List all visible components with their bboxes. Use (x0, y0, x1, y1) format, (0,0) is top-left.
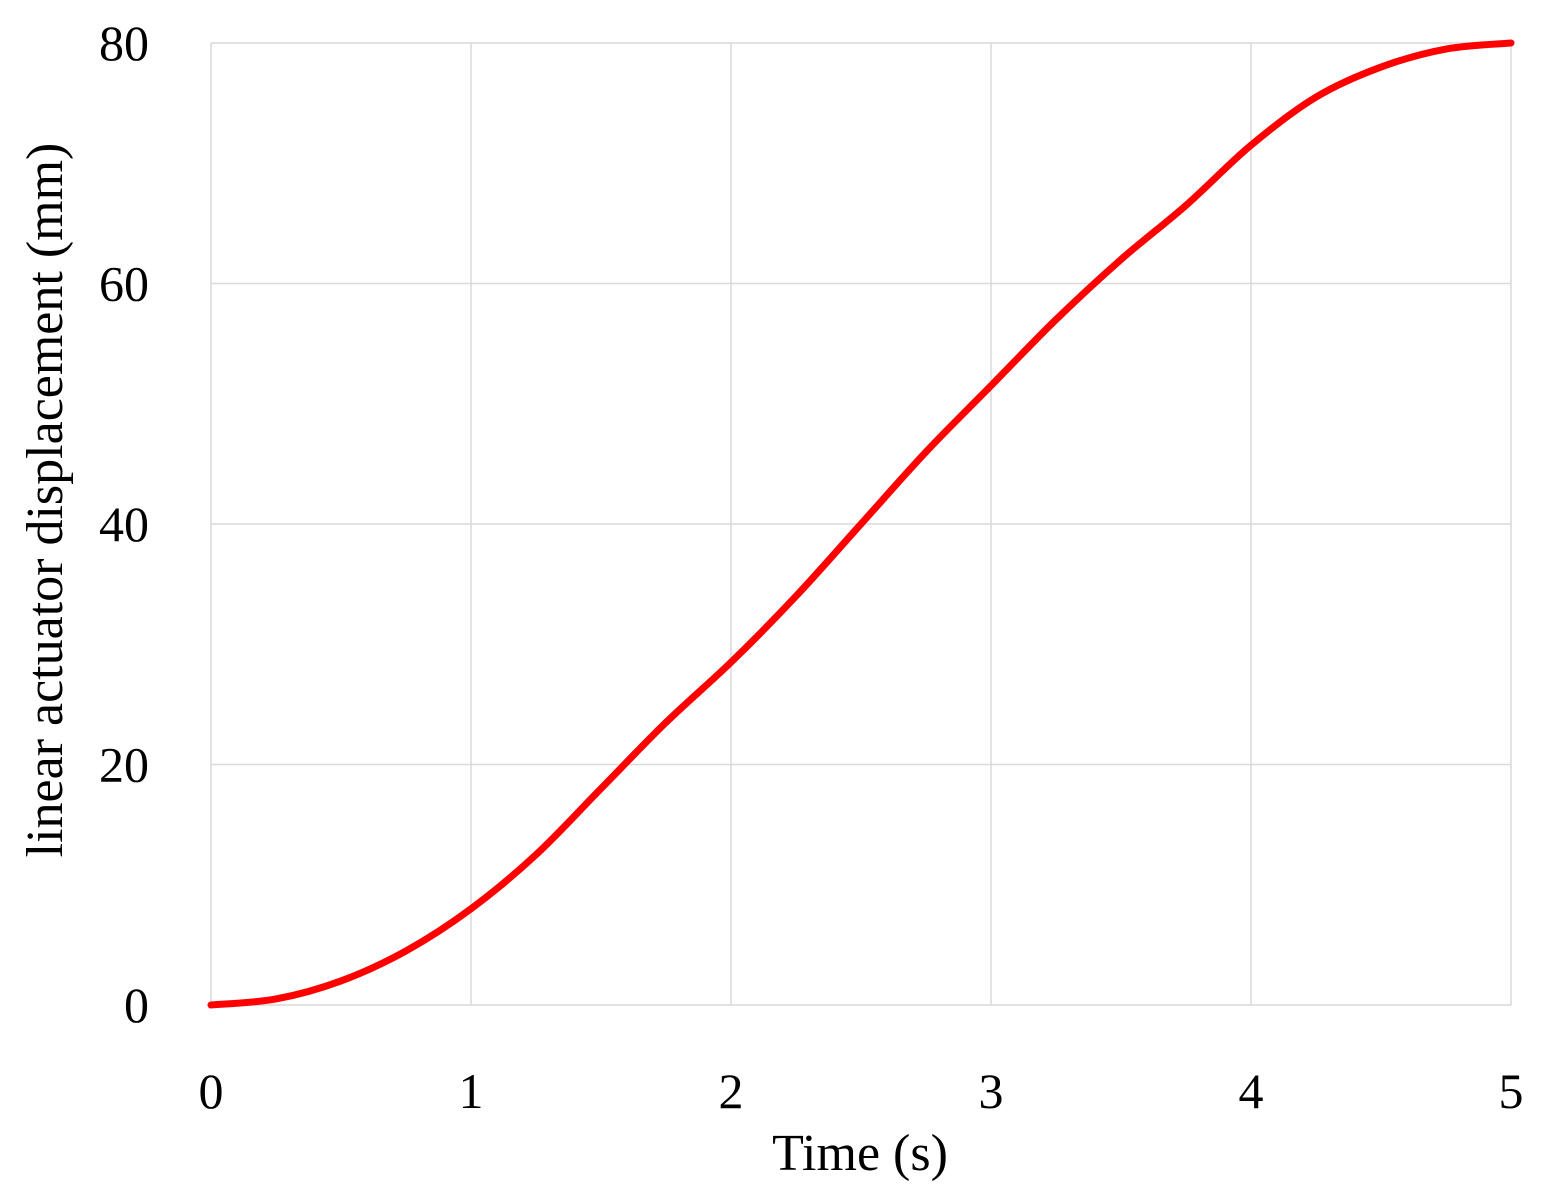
x-axis-title: Time (s) (772, 1125, 948, 1182)
y-tick-label: 0 (124, 977, 149, 1033)
y-tick-label: 20 (99, 737, 149, 793)
y-axis-tick-labels: 0 20 40 60 80 (99, 15, 149, 1033)
y-tick-label: 80 (99, 15, 149, 71)
series-layer (207, 39, 1515, 1009)
x-tick-label: 2 (719, 1063, 744, 1119)
x-tick-label: 3 (979, 1063, 1004, 1119)
y-tick-label: 60 (99, 256, 149, 312)
y-axis-title: linear actuator displacement (mm) (17, 143, 74, 858)
x-tick-label: 5 (1499, 1063, 1524, 1119)
displacement-series-line (207, 39, 1515, 1009)
x-axis-tick-labels: 0 1 2 3 4 5 (199, 1063, 1524, 1119)
x-tick-label: 4 (1239, 1063, 1264, 1119)
y-tick-label: 40 (99, 496, 149, 552)
x-tick-label: 1 (459, 1063, 484, 1119)
x-tick-label: 0 (199, 1063, 224, 1119)
